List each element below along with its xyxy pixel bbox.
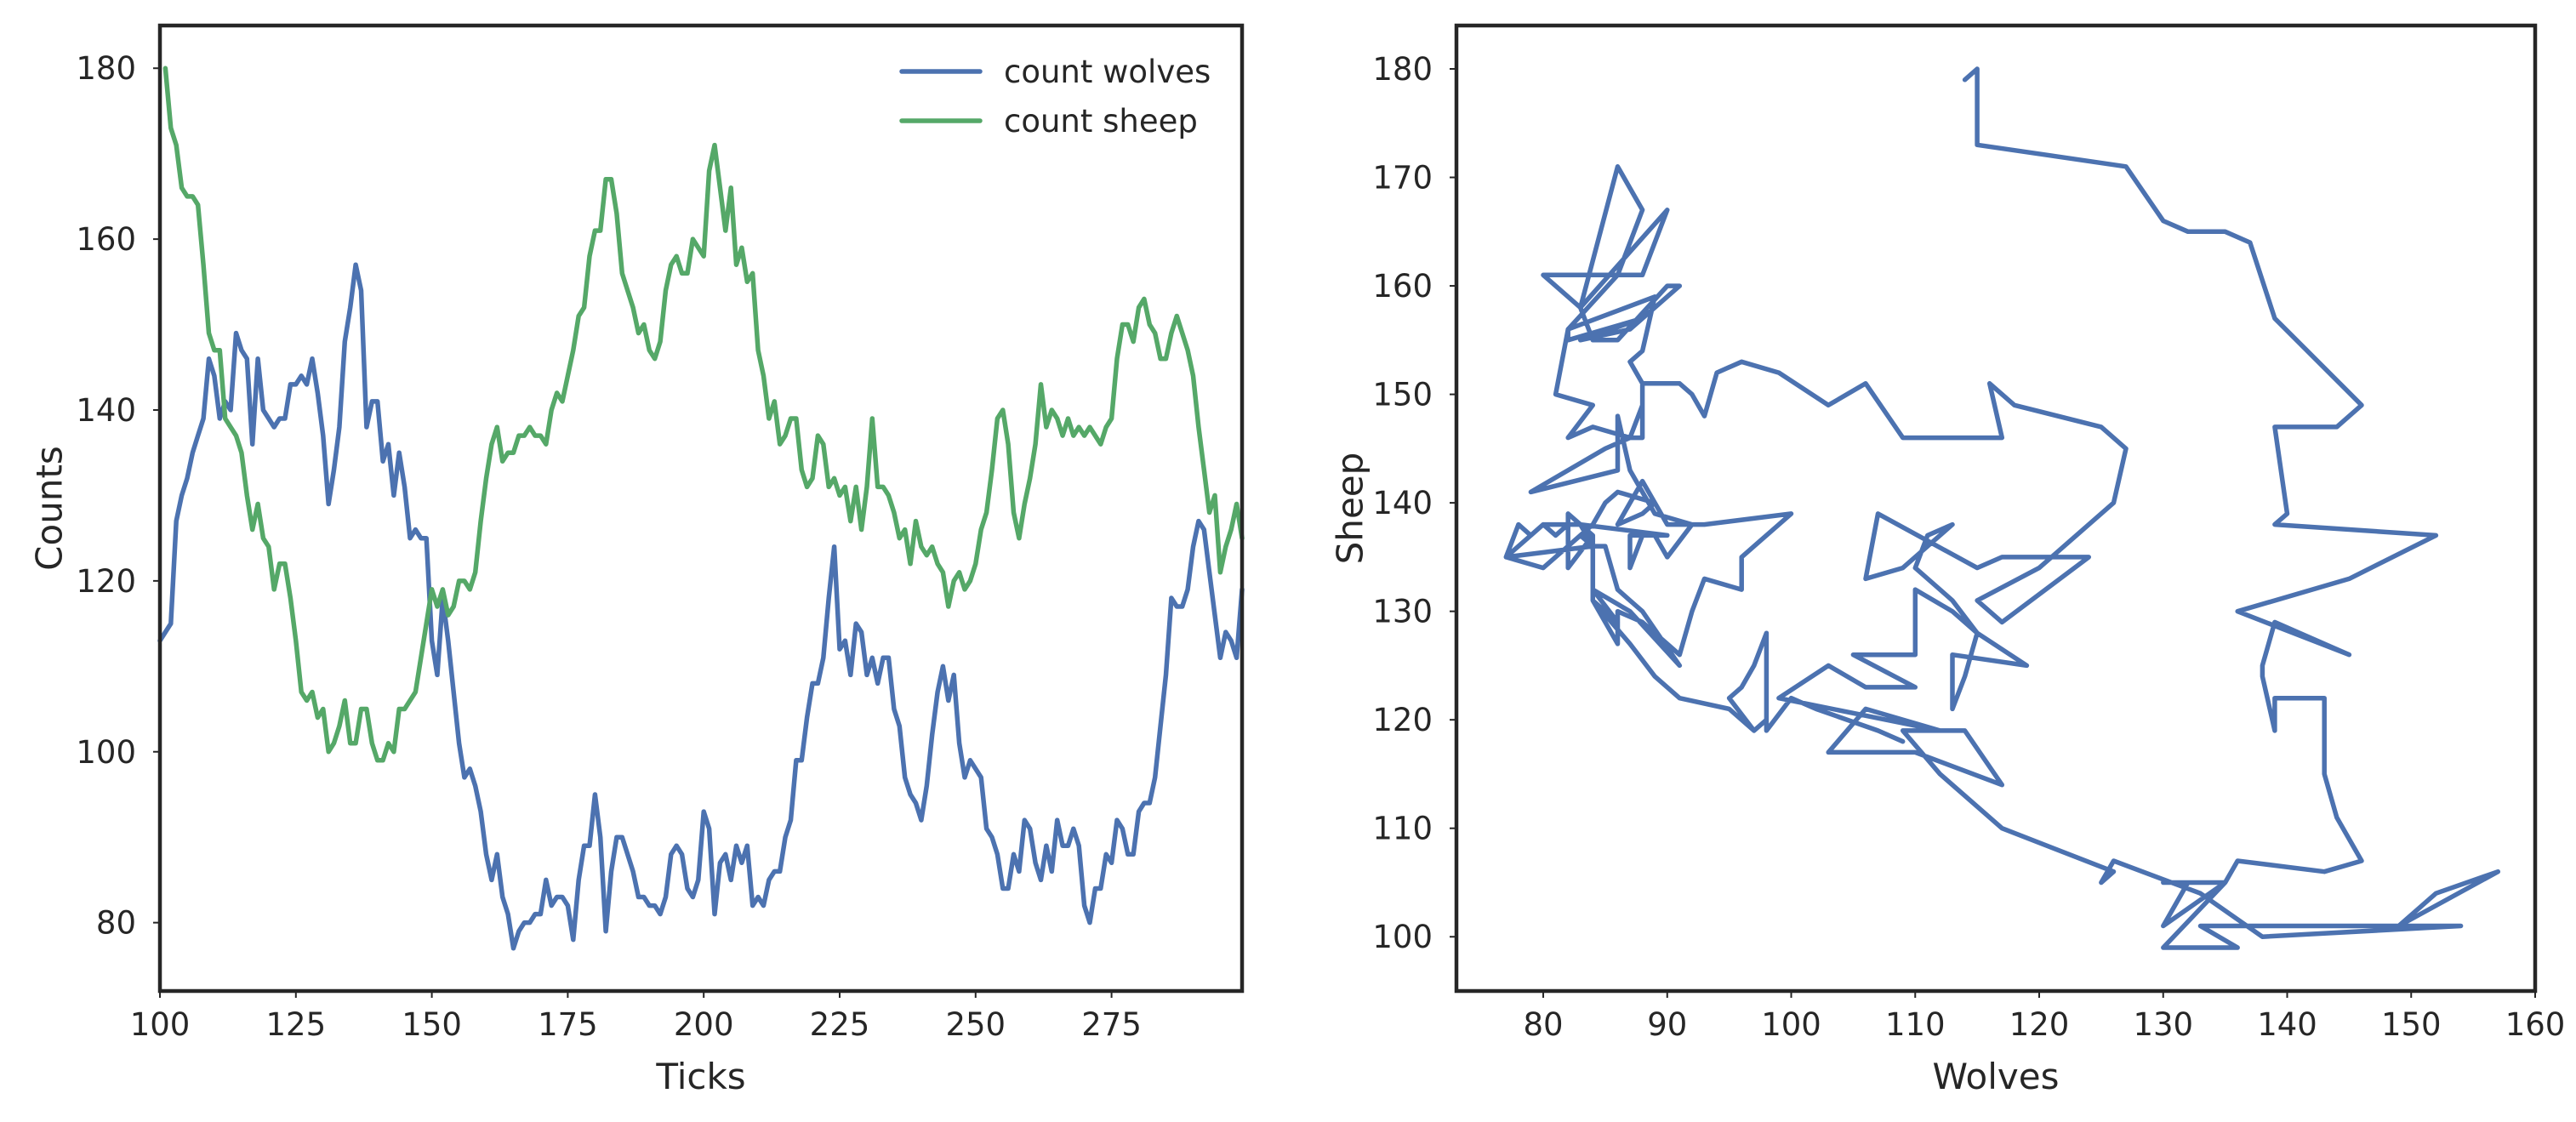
phase-plot-x-tick-label: 150 (2381, 1006, 2442, 1043)
time-series-panel: 100 125 150 175 200 225 250 275 80 100 120 140 160 18… (29, 23, 1245, 1097)
time-series-x-axis-label: Ticks (655, 1056, 745, 1097)
time-series-x-tick-label: 250 (945, 1006, 1006, 1043)
phase-plot-x-axis-label: Wolves (1932, 1056, 2059, 1097)
phase-plot-x-tick-label: 100 (1761, 1006, 1821, 1043)
phase-plot-panel: 80 90 100 110 120 130 140 150 160 100 110 120 130 140… (1330, 23, 2565, 1097)
phase-plot-y-tick-label: 180 (1372, 51, 1433, 88)
series-line-count-sheep (162, 65, 1245, 763)
time-series-x-tick-label: 175 (538, 1006, 598, 1043)
phase-plot-x-tick-label: 130 (2133, 1006, 2193, 1043)
phase-plot-x-tick-label: 80 (1523, 1006, 1563, 1043)
phase-plot-x-tick-label: 140 (2257, 1006, 2317, 1043)
time-series-y-tick-label: 120 (76, 563, 136, 600)
time-series-x-tick-label: 125 (265, 1006, 326, 1043)
time-series-y-tick-label: 160 (76, 221, 136, 258)
phase-plot-y-tick-label: 140 (1372, 485, 1433, 521)
legend: count wolves count sheep (899, 54, 1211, 140)
phase-plot-x-tick-label: 120 (2009, 1006, 2070, 1043)
phase-plot-x-tick-label: 90 (1647, 1006, 1687, 1043)
phase-plot-y-axis-label: Sheep (1330, 453, 1371, 565)
time-series-x-tick-label: 100 (130, 1006, 191, 1043)
phase-plot-y-tick-label: 100 (1372, 919, 1433, 955)
time-series-y-tick-label: 180 (76, 50, 136, 87)
time-series-lines (157, 65, 1245, 951)
time-series-x-tick-label: 275 (1081, 1006, 1142, 1043)
legend-label-count-sheep: count sheep (1004, 103, 1198, 140)
phase-plot-lines (1503, 66, 2501, 950)
phase-plot-y-tick-label: 130 (1372, 594, 1433, 630)
time-series-y-tick-label: 100 (76, 734, 136, 771)
time-series-y-axis-label: Counts (29, 446, 71, 571)
series-line-count-wolves (157, 262, 1245, 951)
phase-plot-ticks: 80 90 100 110 120 130 140 150 160 100 110 120 130 140… (1372, 51, 2565, 1043)
phase-plot-frame (1454, 23, 2538, 994)
time-series-y-tick-label: 80 (96, 905, 136, 942)
phase-plot-y-tick-label: 150 (1372, 377, 1433, 413)
legend-label-count-wolves: count wolves (1004, 54, 1211, 90)
time-series-x-tick-label: 200 (674, 1006, 734, 1043)
phase-plot-y-tick-label: 170 (1372, 160, 1433, 196)
phase-plot-trajectory-line (1503, 66, 2501, 950)
time-series-frame (157, 23, 1245, 994)
phase-plot-x-tick-label: 160 (2505, 1006, 2566, 1043)
time-series-y-tick-label: 140 (76, 392, 136, 429)
time-series-x-tick-label: 150 (402, 1006, 462, 1043)
phase-plot-y-tick-label: 160 (1372, 268, 1433, 305)
phase-plot-y-tick-label: 120 (1372, 702, 1433, 738)
phase-plot-y-tick-label: 110 (1372, 811, 1433, 847)
phase-plot-x-tick-label: 110 (1885, 1006, 1946, 1043)
time-series-x-tick-label: 225 (810, 1006, 870, 1043)
time-series-ticks: 100 125 150 175 200 225 250 275 80 100 120 140 160 18… (76, 50, 1142, 1043)
